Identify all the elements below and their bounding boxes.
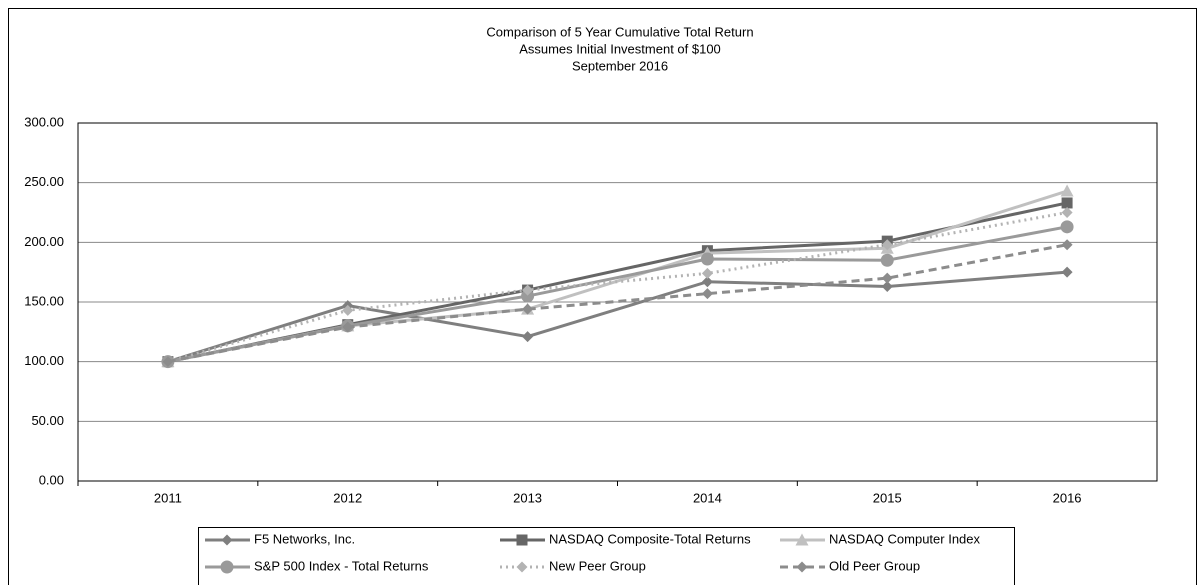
legend-label: NASDAQ Composite-Total Returns [549, 531, 751, 546]
x-tick-label: 2016 [1053, 490, 1082, 505]
chart-subtitle: Assumes Initial Investment of $100 [519, 41, 721, 56]
marker [701, 276, 713, 288]
marker [701, 288, 713, 300]
y-tick-label: 100.00 [24, 353, 64, 368]
legend-label: S&P 500 Index - Total Returns [254, 558, 429, 573]
series-line [167, 225, 1068, 364]
marker [1061, 239, 1073, 251]
chart-title: Comparison of 5 Year Cumulative Total Re… [486, 24, 753, 39]
marker [881, 280, 893, 292]
marker [1061, 207, 1073, 218]
marker [881, 239, 893, 251]
legend-label: F5 Networks, Inc. [254, 531, 355, 546]
marker [220, 560, 234, 574]
marker [880, 253, 894, 267]
legend-box [198, 527, 1015, 585]
marker [700, 252, 714, 266]
series-line [167, 243, 1068, 364]
marker [796, 561, 808, 573]
marker [516, 534, 528, 546]
x-tick-label: 2015 [873, 490, 902, 505]
y-tick-label: 250.00 [24, 174, 64, 189]
y-tick-label: 300.00 [24, 114, 64, 129]
marker [162, 356, 174, 368]
marker [522, 303, 534, 315]
marker [522, 284, 534, 296]
y-tick-label: 0.00 [39, 472, 64, 487]
x-tick-label: 2014 [693, 490, 722, 505]
frame [8, 8, 1197, 585]
marker [1061, 197, 1073, 209]
marker [795, 533, 809, 546]
marker [701, 267, 713, 279]
x-tick-label: 2013 [513, 490, 542, 505]
marker [1061, 266, 1073, 278]
chart-subtitle: September 2016 [572, 58, 668, 73]
marker [1060, 184, 1074, 197]
x-tick-label: 2012 [333, 490, 362, 505]
legend-label: New Peer Group [549, 558, 646, 573]
marker [342, 304, 354, 316]
y-tick-label: 200.00 [24, 234, 64, 249]
marker [881, 272, 893, 284]
x-tick-label: 2011 [154, 490, 182, 505]
marker [221, 534, 233, 546]
legend-label: NASDAQ Computer Index [829, 531, 981, 546]
series-line [167, 270, 1068, 364]
y-tick-label: 150.00 [24, 293, 64, 308]
marker [342, 321, 354, 333]
marker [516, 561, 528, 573]
y-tick-label: 50.00 [31, 413, 64, 428]
legend-label: Old Peer Group [829, 558, 920, 573]
marker [522, 331, 534, 343]
marker [521, 289, 535, 303]
marker [1060, 220, 1074, 234]
